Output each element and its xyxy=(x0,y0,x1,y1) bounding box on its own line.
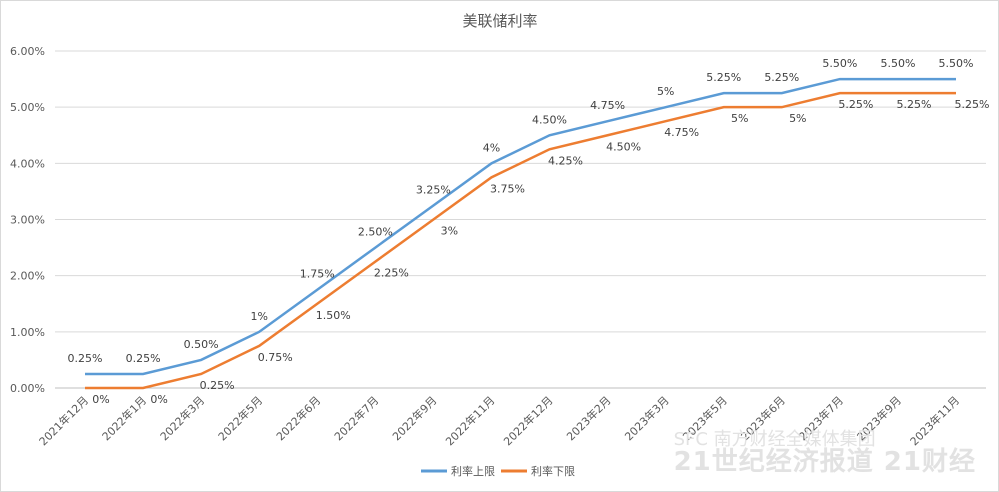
data-label: 0.25% xyxy=(126,352,161,365)
data-label: 4.50% xyxy=(532,113,567,126)
x-tick-label: 2022年7月 xyxy=(331,393,381,443)
data-label: 5.50% xyxy=(939,57,974,70)
y-tick-label: 2.00% xyxy=(10,270,45,283)
x-tick-label: 2022年12月 xyxy=(501,393,556,448)
x-tick-label: 2023年3月 xyxy=(622,393,672,443)
data-label: 4.75% xyxy=(664,126,699,139)
legend-label-0: 利率上限 xyxy=(451,464,495,478)
data-label: 4.75% xyxy=(590,99,625,112)
data-label: 5.25% xyxy=(838,98,873,111)
x-tick-label: 2022年9月 xyxy=(389,393,439,443)
x-tick-label: 2023年5月 xyxy=(680,393,730,443)
data-label: 5.25% xyxy=(896,98,931,111)
data-label: 3% xyxy=(441,225,458,238)
x-tick-label: 2022年5月 xyxy=(215,393,265,443)
x-tick-label: 2022年11月 xyxy=(442,393,497,448)
data-label: 5.50% xyxy=(822,57,857,70)
data-label: 0% xyxy=(92,393,109,406)
data-label: 1% xyxy=(250,310,267,323)
data-label: 3.25% xyxy=(416,183,451,196)
data-label: 1.75% xyxy=(300,268,335,281)
data-label: 5.25% xyxy=(955,98,990,111)
y-tick-label: 6.00% xyxy=(10,45,45,58)
x-tick-label: 2021年12月 xyxy=(36,393,91,448)
data-label: 2.50% xyxy=(358,226,393,239)
data-label: 0% xyxy=(150,393,167,406)
chart-title: 美联储利率 xyxy=(462,12,537,30)
x-tick-label: 2023年7月 xyxy=(796,393,846,443)
data-label: 5% xyxy=(731,112,748,125)
data-label: 5.25% xyxy=(706,71,741,84)
y-tick-label: 1.00% xyxy=(10,326,45,339)
data-label: 5.25% xyxy=(764,71,799,84)
series-line-1 xyxy=(85,91,956,390)
data-label: 3.75% xyxy=(490,182,525,195)
data-label: 4% xyxy=(483,141,500,154)
data-label: 5.50% xyxy=(880,57,915,70)
y-tick-label: 5.00% xyxy=(10,101,45,114)
data-label: 0.25% xyxy=(68,352,103,365)
y-tick-label: 0.00% xyxy=(10,382,45,395)
data-label: 4.50% xyxy=(606,140,641,153)
y-tick-label: 4.00% xyxy=(10,157,45,170)
data-label: 0.50% xyxy=(184,338,219,351)
x-tick-label: 2023年2月 xyxy=(564,393,614,443)
data-label: 0.25% xyxy=(200,379,235,392)
data-label: 1.50% xyxy=(316,309,351,322)
data-label: 5% xyxy=(657,85,674,98)
x-tick-label: 2023年9月 xyxy=(854,393,904,443)
x-tick-label: 2023年11月 xyxy=(907,393,962,448)
x-tick-label: 2023年6月 xyxy=(738,393,788,443)
data-label: 4.25% xyxy=(548,154,583,167)
y-tick-label: 3.00% xyxy=(10,214,45,227)
data-label: 0.75% xyxy=(258,351,293,364)
series-line-0 xyxy=(85,77,956,376)
legend-label-1: 利率下限 xyxy=(531,464,575,478)
data-label: 2.25% xyxy=(374,267,409,280)
x-tick-label: 2022年6月 xyxy=(273,393,323,443)
data-label: 5% xyxy=(789,112,806,125)
